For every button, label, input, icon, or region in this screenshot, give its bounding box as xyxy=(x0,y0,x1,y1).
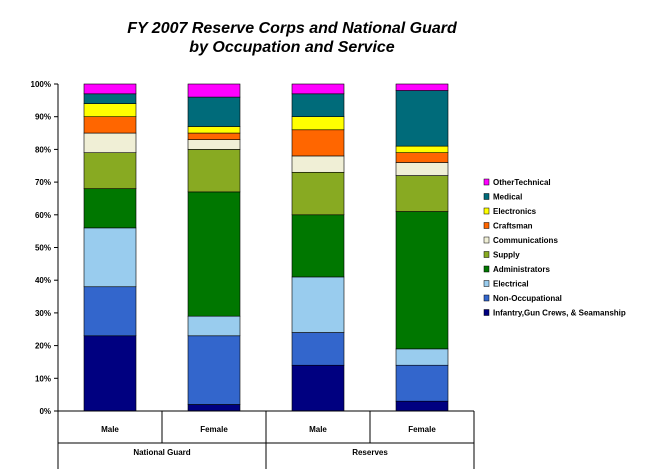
bar-segment xyxy=(187,149,241,193)
bar-segment xyxy=(395,83,449,91)
bar-segment xyxy=(395,90,449,147)
bar-segment xyxy=(83,286,137,337)
bar-segment xyxy=(291,214,345,278)
y-tick-label: 0% xyxy=(39,407,51,416)
y-tick-label: 10% xyxy=(35,374,51,383)
y-tick-label: 70% xyxy=(35,178,51,187)
y-tick-label: 20% xyxy=(35,342,51,351)
bar-segment xyxy=(187,96,241,127)
bar-segment xyxy=(187,315,241,337)
legend-entry: Communications xyxy=(493,236,558,245)
category-label: Male xyxy=(309,425,327,434)
bar-segment xyxy=(83,152,137,189)
y-tick-label: 90% xyxy=(35,113,51,122)
legend: OtherTechnical Medical Electronics Craftsma… xyxy=(483,178,626,318)
bar-segment xyxy=(83,116,137,134)
bar-segment xyxy=(291,364,345,412)
legend-entry: Craftsman xyxy=(493,222,533,231)
bar-segment xyxy=(83,103,137,118)
legend-swatch xyxy=(483,178,490,186)
bar-segment xyxy=(187,126,241,134)
bar-segment xyxy=(291,332,345,366)
legend-entry: Supply xyxy=(493,251,520,260)
bar-segment xyxy=(83,83,137,95)
category-label: Male xyxy=(101,425,119,434)
bar-segment xyxy=(83,227,137,288)
y-tick-label: 60% xyxy=(35,211,51,220)
bar-segment xyxy=(187,191,241,317)
bar-segment xyxy=(291,155,345,173)
bar-segment xyxy=(395,400,449,412)
legend-swatch xyxy=(483,193,490,200)
bar-segment xyxy=(291,171,345,216)
bar-segment xyxy=(187,139,241,150)
legend-swatch xyxy=(483,236,490,244)
legend-swatch xyxy=(483,265,490,273)
bar-segment xyxy=(187,83,241,98)
bar-segment xyxy=(187,335,241,405)
category-label: Female xyxy=(200,425,228,434)
bar-segment xyxy=(187,404,241,412)
bar-segment xyxy=(291,116,345,131)
bar-segment xyxy=(395,145,449,153)
legend-swatch xyxy=(483,294,490,302)
legend-swatch xyxy=(483,309,490,316)
legend-entry: Non-Occupational xyxy=(493,294,562,303)
bar-segment xyxy=(83,132,137,153)
legend-entry: Infantry,Gun Crews, & Seamanship xyxy=(493,309,626,318)
group-label: National Guard xyxy=(133,448,190,457)
bar-segment xyxy=(291,93,345,117)
legend-entry: Administrators xyxy=(493,265,550,274)
legend-swatch xyxy=(483,222,490,229)
group-label: Reserves xyxy=(352,448,388,457)
legend-entry: Electronics xyxy=(493,207,537,216)
bar-segment xyxy=(83,188,137,229)
legend-swatch xyxy=(483,280,490,287)
bar-segment xyxy=(187,132,241,140)
legend-entry: Medical xyxy=(493,193,522,202)
bar-segment xyxy=(395,211,449,350)
bar-segment xyxy=(83,335,137,412)
bar-segment xyxy=(395,348,449,366)
plot-area: 0% 10% 20% 30% 40% 50% 60% 70% 80% 90% 100% Male Fem… xyxy=(31,80,475,469)
legend-swatch xyxy=(483,251,490,258)
legend-entry: Electrical xyxy=(493,280,529,289)
y-tick-label: 100% xyxy=(31,80,51,89)
bar-segment xyxy=(395,175,449,212)
chart-title-line-2: by Occupation and Service xyxy=(189,39,395,56)
bar-segment xyxy=(291,276,345,333)
y-tick-label: 50% xyxy=(35,244,51,253)
y-tick-label: 40% xyxy=(35,276,51,285)
bar-segment xyxy=(395,152,449,163)
bar-segment xyxy=(83,93,137,104)
legend-entry: OtherTechnical xyxy=(493,178,551,187)
bar-segment xyxy=(395,364,449,402)
category-label: Female xyxy=(408,425,436,434)
bar-segment xyxy=(291,129,345,157)
chart-title-line-1: FY 2007 Reserve Corps and National Guard xyxy=(127,20,458,37)
legend-swatch xyxy=(483,207,490,215)
bar-segment xyxy=(395,162,449,176)
bar-segment xyxy=(291,83,345,95)
y-tick-label: 30% xyxy=(35,309,51,318)
y-tick-label: 80% xyxy=(35,145,51,154)
